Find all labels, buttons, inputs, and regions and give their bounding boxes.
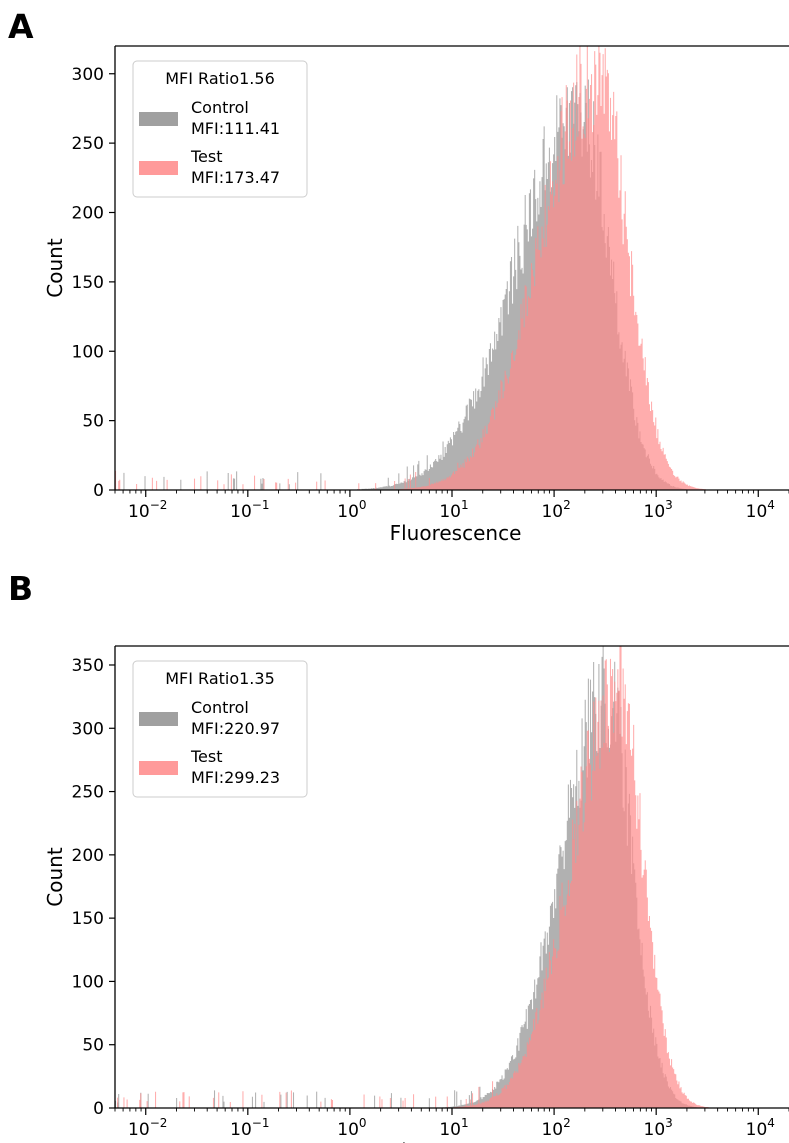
y-axis-title: Count [43, 238, 67, 298]
legend-mfi: MFI:173.47 [191, 168, 280, 187]
y-tick-label: 200 [72, 204, 104, 224]
panel-label: A [8, 7, 34, 46]
legend-mfi: MFI:220.97 [191, 719, 280, 738]
legend-title: MFI Ratio1.56 [165, 69, 275, 88]
legend-swatch-control [139, 112, 178, 126]
x-tick-label: 102 [541, 498, 570, 522]
series-test-bars [117, 646, 709, 1108]
legend-label: Control [191, 698, 249, 717]
series-test-bars [115, 46, 706, 490]
legend-label: Test [190, 147, 223, 166]
y-axis-title: Count [43, 847, 67, 907]
legend-label: Test [190, 747, 223, 766]
histogram-bars [115, 46, 706, 490]
y-tick-label: 350 [72, 656, 104, 676]
x-tick-label: 103 [644, 498, 673, 522]
histogram-chart-a: 0 50 100 150 200 250 300 10−2 10−1 100 101 102 103 10… [43, 45, 789, 545]
x-tick-label: 101 [439, 1116, 468, 1140]
y-tick-label: 50 [82, 1036, 104, 1056]
y-tick-label: 150 [72, 273, 104, 293]
x-tick-label: 102 [541, 1116, 570, 1140]
y-tick-label: 100 [72, 972, 104, 992]
y-tick-label: 300 [72, 65, 104, 85]
legend-swatch-test [139, 761, 178, 775]
x-tick-label: 103 [644, 1116, 673, 1140]
x-tick-label: 100 [337, 498, 366, 522]
x-tick-label: 104 [746, 498, 775, 522]
y-tick-label: 250 [72, 783, 104, 803]
legend-label: Control [191, 98, 249, 117]
y-tick-label: 50 [82, 412, 104, 432]
legend-swatch-control [139, 712, 178, 726]
x-tick-label: 10−1 [230, 1116, 269, 1140]
y-tick-label: 100 [72, 342, 104, 362]
x-tick-label: 101 [439, 498, 468, 522]
legend-mfi: MFI:111.41 [191, 119, 280, 138]
legend: MFI Ratio1.35 Control MFI:220.97 Test MFI:29… [132, 660, 308, 798]
x-axis-title: Fluorescence [390, 1139, 522, 1143]
y-tick-label: 0 [93, 1099, 104, 1119]
legend-title: MFI Ratio1.35 [165, 669, 275, 688]
x-tick-label: 100 [337, 1116, 366, 1140]
histogram-chart-b: 0 50 100 150 200 250 300 350 10−2 10−1 100 101 102 10… [43, 645, 789, 1143]
x-axis-title: Fluorescence [390, 521, 522, 545]
y-tick-label: 250 [72, 134, 104, 154]
x-tick-label: 10−2 [128, 498, 167, 522]
panel-b: B 0 50 100 150 200 250 300 350 10−2 10−1 100 101 102… [0, 572, 789, 1143]
x-tick-label: 10−1 [230, 498, 269, 522]
y-tick-label: 200 [72, 846, 104, 866]
y-tick-label: 150 [72, 909, 104, 929]
y-tick-label: 300 [72, 719, 104, 739]
legend-swatch-test [139, 161, 178, 175]
histogram-bars [117, 646, 709, 1108]
y-tick-label: 0 [93, 481, 104, 501]
panel-a: A 0 50 100 150 200 250 300 10−2 10−1 100 101 102 103… [0, 0, 789, 560]
legend-mfi: MFI:299.23 [191, 768, 280, 787]
x-tick-label: 10−2 [128, 1116, 167, 1140]
panel-label: B [8, 569, 34, 608]
legend: MFI Ratio1.56 Control MFI:111.41 Test MFI:17… [132, 60, 308, 198]
x-tick-label: 104 [746, 1116, 775, 1140]
